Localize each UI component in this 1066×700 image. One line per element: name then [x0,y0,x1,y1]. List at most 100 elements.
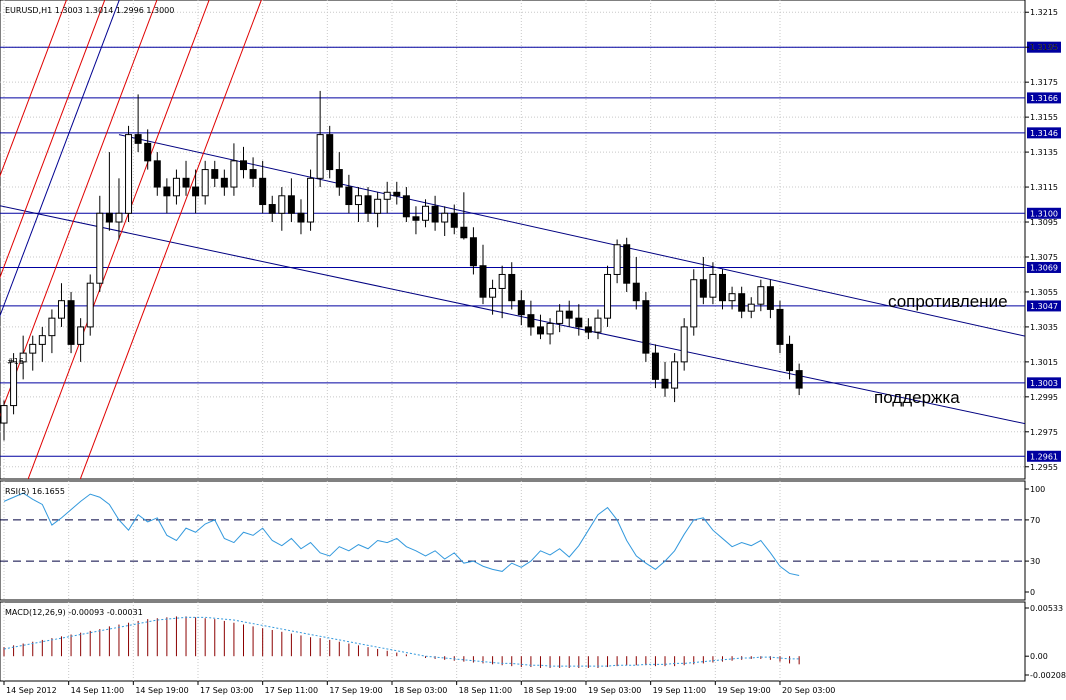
candle-body [766,286,774,310]
rsi-grid [0,481,1025,600]
candle-body [594,317,602,333]
level-tag-label: 1.3003 [1030,379,1058,388]
level-tag [1027,41,1061,53]
level-tag [1027,450,1061,462]
level-tag [1027,207,1061,219]
candle-body [786,343,794,372]
horizontal-levels: 1.3195 1.3166 1.3146 1.3100 1.3069 1.3047 1.30… [0,41,1061,462]
candle-body [422,205,430,221]
price-tick-label: 1.3055 [1030,288,1058,297]
macd-signal-line [3,616,800,667]
time-tick-label: 14 Sep 11:00 [71,686,124,695]
candle-body [316,134,324,179]
time-tick-label: 18 Sep 11:00 [459,686,512,695]
candle-body [795,370,803,389]
candle-body [201,169,209,197]
support-line [0,205,1025,425]
level-tag-label: 1.2961 [1030,452,1058,461]
level-tag-label: 1.3069 [1030,263,1058,272]
price-tick-label: 1.3015 [1030,358,1058,367]
candles [0,90,803,441]
level-tag [1027,127,1061,139]
price-tick-label: 1.3035 [1030,323,1058,332]
candle-body [115,212,123,223]
candle-body [536,326,544,335]
time-tick-label: 19 Sep 03:00 [588,686,641,695]
macd-tick-label: 0.00533 [1030,604,1063,613]
candle-body [10,361,18,407]
candle-body [651,352,659,380]
candle-body [38,335,46,345]
candle-body [335,169,343,188]
support-label: поддержка [874,388,960,407]
time-tick-label: 19 Sep 11:00 [653,686,706,695]
candle-body [144,142,152,162]
candle-body [719,273,726,302]
candle-body [575,317,583,328]
candle-body [776,308,784,345]
resistance-line [118,134,1025,337]
candle-body [613,244,621,275]
candle-body [460,226,468,239]
rsi-panel[interactable]: RSI(5) 16.1655 100 70 30 0 [0,480,1045,601]
candle-body [134,134,142,144]
rsi-axis: 100 70 30 0 [1025,485,1045,597]
rsi-header: RSI(5) 16.1655 [5,487,65,496]
candle-body [412,216,420,221]
candle-body [393,191,401,197]
candle-body [105,212,113,223]
candle-body [508,273,516,302]
candle-body [402,195,410,218]
candle-body [661,378,669,389]
candle-body [287,195,295,214]
candle-body [153,160,161,188]
candle-body [345,186,353,206]
level-tag-label: 1.3166 [1030,94,1058,103]
candle-body [19,352,27,363]
macd-panel[interactable]: MACD(12,26,9) -0.00093 -0.00031 0.005330… [0,601,1066,682]
candle-body [623,244,631,284]
candle-body [604,273,612,319]
price-tick-label: 1.3175 [1030,78,1058,87]
candle-body [469,237,477,267]
candle-body [211,169,219,179]
candle-body [738,293,746,312]
candle-body [680,326,688,363]
candle-body [57,300,65,319]
candle-body [690,279,698,328]
candle-body [757,286,765,305]
candle-body [364,195,372,214]
rsi-tick-label: 0 [1030,588,1035,597]
candle-body [307,177,315,223]
time-tick-label: 20 Sep 03:00 [782,686,835,695]
candle-body [326,134,334,171]
candle-body [125,134,133,214]
price-tick-label: 1.2955 [1030,463,1058,472]
candle-body [671,361,679,389]
macd-plot [3,616,800,668]
time-tick-label: 14 Sep 2012 [6,686,57,695]
candle-body [172,177,180,197]
price-tick-label: 1.3155 [1030,113,1058,122]
candle-body [728,293,736,302]
resistance-label: сопротивление [888,292,1008,311]
candle-body [441,212,449,223]
rsi-tick-label: 30 [1030,557,1040,566]
candle-body [374,198,382,214]
candle-body [96,212,104,284]
candle-body [192,186,200,197]
candle-body [29,343,37,354]
level-tag-label: 1.3100 [1030,209,1058,218]
up-channel-line [79,0,262,479]
macd-axis: 0.00533 0.00 -0.00208 [1025,604,1066,680]
candle-body [556,310,564,324]
candle-body [240,160,247,171]
price-tick-label: 1.3095 [1030,218,1058,227]
candle-body [431,205,439,223]
candle-body [632,282,640,302]
time-tick-label: 19 Sep 19:00 [717,686,770,695]
candle-body [565,310,573,319]
